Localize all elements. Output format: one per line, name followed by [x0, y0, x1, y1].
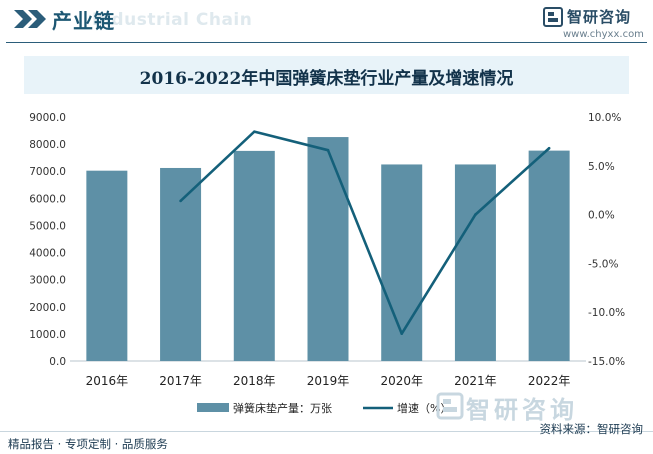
bar — [86, 170, 128, 361]
y-left-tick-label: 2000.0 — [29, 302, 66, 314]
growth-line — [179, 130, 551, 335]
growth-point — [326, 148, 330, 152]
y-left-tick-label: 1000.0 — [29, 329, 66, 341]
header-divider — [6, 42, 647, 43]
y-left-tick-label: 7000.0 — [29, 166, 66, 178]
legend-label-bar: 弹簧床垫产量：万张 — [233, 401, 332, 415]
brand-logo-icon — [543, 7, 563, 27]
growth-point — [179, 199, 182, 203]
y-right-tick-label: -5.0% — [588, 258, 618, 270]
growth-point — [400, 332, 404, 335]
bar — [381, 164, 423, 361]
y-left-tick-label: 9000.0 — [29, 112, 66, 124]
chevron-double-icon — [14, 10, 46, 28]
watermark-logo-icon — [436, 392, 464, 420]
y-right-tick-label: -10.0% — [588, 307, 625, 319]
x-tick-label: 2022年 — [528, 374, 571, 388]
growth-point — [252, 130, 256, 133]
y-left-tick-label: 4000.0 — [29, 248, 66, 260]
growth-point — [474, 213, 477, 216]
header: Industrial Chain 产业链 智研咨询 www.chyxx.com — [0, 0, 653, 40]
y-right-tick-label: 10.0% — [588, 112, 621, 124]
y-left-tick-label: 8000.0 — [29, 139, 66, 151]
x-tick-label: 2017年 — [159, 374, 202, 388]
brand-url: www.chyxx.com — [563, 29, 644, 40]
y-right-tick-label: 5.0% — [588, 161, 615, 173]
bar — [233, 150, 275, 361]
brand: 智研咨询 www.chyxx.com — [543, 6, 644, 42]
y-right-tick-label: 0.0% — [588, 210, 615, 222]
page-title: 产业链 — [52, 9, 115, 33]
bar — [307, 137, 349, 361]
x-tick-label: 2020年 — [380, 374, 423, 388]
bar — [528, 150, 570, 361]
bar — [454, 164, 496, 361]
y-left-tick-label: 5000.0 — [29, 220, 66, 232]
x-tick-label: 2016年 — [86, 374, 129, 388]
chart-title-box: 2016-2022年中国弹簧床垫行业产量及增速情况 — [24, 56, 629, 94]
x-tick-label: 2018年 — [233, 374, 276, 388]
x-tick-label: 2019年 — [307, 374, 350, 388]
growth-point — [547, 146, 551, 150]
watermark-text: 智研咨询 — [466, 396, 578, 424]
footer-tagline: 精品报告 · 专项定制 · 品质服务 — [8, 437, 168, 451]
bar — [160, 167, 202, 361]
x-tick-label: 2021年 — [454, 374, 497, 388]
legend-swatch-bar — [197, 403, 229, 412]
y-right-tick-label: -15.0% — [588, 356, 625, 368]
footer-divider — [0, 431, 653, 432]
source-note: 资料来源：智研咨询 — [539, 422, 644, 436]
y-left-tick-label: 3000.0 — [29, 275, 66, 287]
brand-name: 智研咨询 — [567, 8, 632, 26]
y-left-tick-label: 0.0 — [49, 356, 66, 368]
y-left-tick-label: 6000.0 — [29, 193, 66, 205]
chart-title: 2016-2022年中国弹簧床垫行业产量及增速情况 — [139, 69, 514, 89]
header-ghost-text: Industrial Chain — [92, 10, 253, 30]
